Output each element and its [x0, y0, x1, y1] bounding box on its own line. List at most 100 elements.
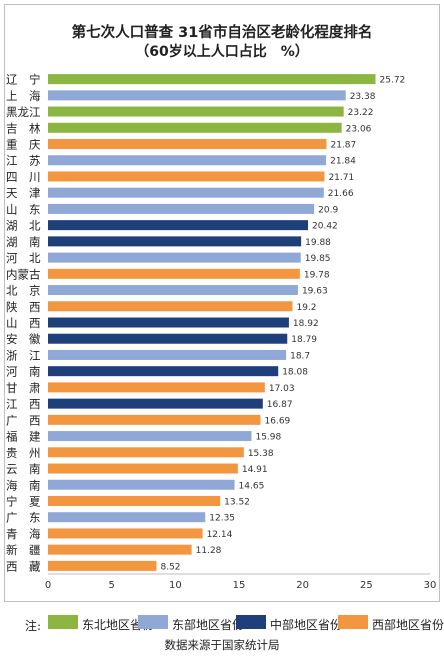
data-label: 23.06	[346, 124, 372, 134]
legend-label-northeast: 东北地区省份	[82, 618, 155, 632]
legend-swatch-east	[138, 615, 168, 629]
category-label: 辽 宁	[6, 73, 41, 87]
data-label: 12.14	[207, 530, 233, 540]
data-label: 21.66	[328, 189, 354, 199]
data-label: 19.85	[305, 254, 331, 264]
data-label: 20.42	[312, 222, 338, 232]
bar	[48, 155, 327, 166]
category-label: 上 海	[6, 89, 41, 103]
category-label: 广 东	[6, 511, 41, 525]
bar	[48, 512, 206, 523]
legend-lead: 注:	[25, 619, 42, 633]
legend-swatch-northeast	[48, 615, 78, 629]
category-label: 湖 北	[6, 219, 41, 233]
data-label: 21.71	[328, 173, 354, 183]
data-label: 19.63	[302, 287, 328, 297]
category-label: 山 西	[6, 316, 41, 330]
legend-label-central: 中部地区省份	[270, 618, 343, 632]
data-label: 12.35	[209, 514, 235, 524]
category-label: 河 北	[6, 251, 41, 265]
data-label: 8.52	[160, 562, 180, 572]
bar	[48, 528, 203, 539]
category-label: 河 南	[6, 365, 41, 379]
data-label: 23.22	[348, 108, 374, 118]
x-tick-label: 25	[360, 580, 373, 591]
category-label: 安 徽	[6, 332, 41, 346]
bar	[48, 74, 376, 85]
category-label: 山 东	[6, 202, 41, 216]
legend: 注: 东北地区省份 东部地区省份 中部地区省份 西部地区省份	[0, 612, 444, 638]
category-label: 天 津	[6, 186, 41, 200]
legend-swatch-central	[236, 615, 266, 629]
bar	[48, 187, 324, 198]
bar	[48, 203, 315, 214]
category-label: 重 庆	[6, 138, 41, 152]
category-label: 湖 南	[6, 235, 41, 249]
bar	[48, 447, 244, 458]
category-label: 福 建	[6, 430, 41, 444]
bar	[48, 366, 279, 377]
data-label: 19.78	[304, 270, 330, 280]
category-label: 吉 林	[6, 121, 41, 135]
bar	[48, 220, 309, 231]
bar	[48, 398, 263, 409]
data-label: 15.38	[248, 449, 274, 459]
data-label: 25.72	[380, 76, 406, 86]
data-label: 20.9	[318, 205, 338, 215]
bar	[48, 90, 346, 101]
bar	[48, 317, 289, 328]
bar	[48, 479, 235, 490]
bar	[48, 106, 344, 117]
bar	[48, 301, 293, 312]
data-label: 19.2	[296, 303, 316, 313]
category-label: 云 南	[6, 462, 41, 476]
bar-chart: 辽 宁 25.72 上 海 23.38 黑龙江 23.22 吉 林 23.06 重 庆 21.87…	[6, 73, 436, 591]
legend-label-east: 东部地区省份	[172, 618, 245, 632]
data-label: 21.84	[330, 157, 356, 167]
bar	[48, 139, 327, 150]
data-label: 15.98	[255, 433, 281, 443]
x-tick-label: 10	[169, 580, 182, 591]
x-tick-label: 5	[108, 580, 114, 591]
category-label: 黑龙江	[6, 105, 41, 119]
bar	[48, 268, 300, 279]
category-label: 青 海	[6, 527, 41, 541]
bar	[48, 285, 298, 296]
bar	[48, 414, 261, 425]
category-label: 四 川	[6, 170, 41, 184]
chart-subtitle: （60岁以上人口占比 %）	[135, 44, 309, 60]
category-label: 陕 西	[6, 300, 41, 314]
bar	[48, 333, 288, 344]
x-tick-label: 15	[233, 580, 246, 591]
category-label: 北 京	[6, 284, 41, 298]
category-label: 浙 江	[6, 348, 41, 362]
bar	[48, 431, 252, 442]
data-label: 19.88	[305, 238, 331, 248]
bar	[48, 122, 342, 133]
bar	[48, 382, 265, 393]
data-label: 18.08	[282, 368, 308, 378]
category-label: 甘 肃	[6, 381, 41, 395]
data-label: 18.7	[290, 351, 310, 361]
bar	[48, 236, 302, 247]
data-label: 18.79	[291, 335, 317, 345]
data-label: 17.03	[269, 384, 295, 394]
data-label: 13.52	[224, 497, 250, 507]
category-label: 宁 夏	[6, 494, 41, 508]
source-note: 数据来源于国家统计局	[164, 638, 280, 652]
x-tick-label: 20	[296, 580, 309, 591]
bar	[48, 349, 287, 360]
category-label: 广 西	[6, 413, 41, 427]
data-label: 18.92	[293, 319, 319, 329]
category-label: 贵 州	[6, 446, 41, 460]
data-label: 23.38	[350, 92, 376, 102]
data-label: 14.65	[239, 481, 265, 491]
category-label: 西 藏	[6, 559, 41, 573]
bar	[48, 495, 221, 506]
category-label: 新 疆	[6, 543, 41, 557]
bar	[48, 171, 325, 182]
bar	[48, 544, 192, 555]
data-label: 16.87	[267, 400, 293, 410]
x-tick-label: 0	[45, 580, 51, 591]
data-label: 16.69	[265, 416, 291, 426]
